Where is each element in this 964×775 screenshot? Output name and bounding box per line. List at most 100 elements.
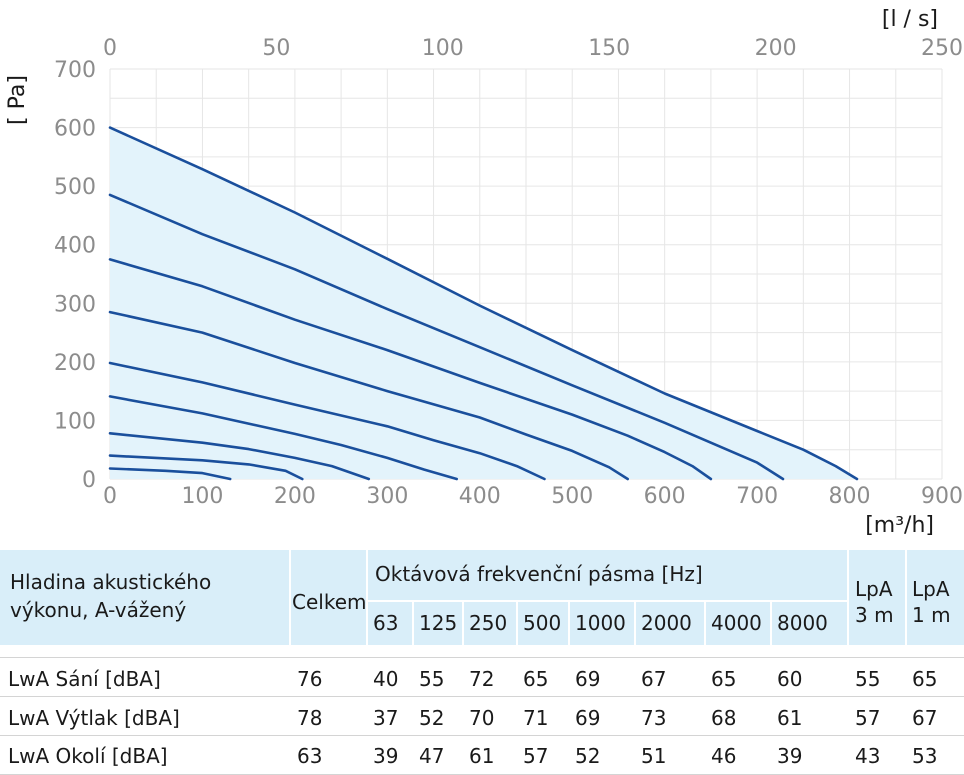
band-value: 72	[469, 667, 495, 691]
lpa-1m-header: LpA 1 m	[912, 577, 951, 627]
pressure-curve	[108, 395, 458, 481]
x-bottom-tick-label: 300	[366, 484, 408, 509]
pressure-curve	[108, 467, 232, 481]
band-value: 52	[419, 706, 445, 730]
band-value: 39	[777, 744, 803, 768]
y-tick-label: 400	[54, 234, 96, 259]
band-value: 61	[469, 744, 495, 768]
y-tick-label: 200	[54, 351, 96, 376]
band-value: 39	[373, 744, 399, 768]
pressure-curve	[108, 193, 785, 481]
band-value: 51	[641, 744, 667, 768]
band-value: 73	[641, 706, 667, 730]
lpa-3m-value: 43	[855, 744, 881, 768]
row-label: LwA Okolí [dBA]	[8, 744, 168, 768]
header-separator	[847, 550, 849, 645]
band-value: 52	[575, 744, 601, 768]
x-bottom-tick-label: 700	[736, 484, 778, 509]
band-value: 46	[711, 744, 737, 768]
frequency-header: 500	[523, 611, 562, 635]
frequency-header: 125	[419, 611, 458, 635]
band-value: 61	[777, 706, 803, 730]
header-separator	[770, 600, 772, 645]
header-separator	[412, 600, 414, 645]
y-tick-label: 700	[54, 58, 96, 83]
band-value: 55	[419, 667, 445, 691]
band-value: 69	[575, 706, 601, 730]
y-axis-label: [ Pa]	[5, 75, 30, 125]
header-separator	[568, 600, 570, 645]
band-value: 67	[641, 667, 667, 691]
x-top-tick-label: 200	[755, 36, 797, 61]
band-value: 37	[373, 706, 399, 730]
band-value: 71	[523, 706, 549, 730]
header-separator	[366, 600, 847, 602]
x-bottom-tick-label: 100	[181, 484, 223, 509]
frequency-header: 250	[469, 611, 508, 635]
row-divider	[0, 735, 964, 736]
lpa-3m-header: LpA 3 m	[855, 577, 894, 627]
lpa-3m-value: 57	[855, 706, 881, 730]
header-separator	[704, 600, 706, 645]
pressure-curve	[108, 258, 713, 481]
table-header-background	[0, 550, 964, 645]
y-tick-label: 100	[54, 409, 96, 434]
x-top-tick-label: 150	[588, 36, 630, 61]
x-top-tick-label: 250	[921, 36, 963, 61]
header-separator	[366, 550, 368, 645]
pressure-curve	[108, 126, 859, 481]
lpa-1m-value: 67	[912, 706, 938, 730]
x-bottom-tick-label: 800	[829, 484, 871, 509]
total-value: 76	[297, 667, 323, 691]
band-value: 60	[777, 667, 803, 691]
x-bottom-tick-label: 0	[103, 484, 117, 509]
x-bottom-tick-label: 600	[644, 484, 686, 509]
y-tick-label: 300	[54, 292, 96, 317]
total-value: 63	[297, 744, 323, 768]
header-separator	[462, 600, 464, 645]
header-separator	[634, 600, 636, 645]
x-top-tick-label: 50	[262, 36, 290, 61]
lpa-1m-value: 53	[912, 744, 938, 768]
lpa-1m-value: 65	[912, 667, 938, 691]
frequency-header: 1000	[575, 611, 626, 635]
total-header: Celkem	[292, 590, 367, 614]
x-bottom-axis-label: [m³/h]	[865, 513, 934, 538]
y-tick-label: 0	[82, 468, 96, 493]
x-top-axis-label: [l / s]	[882, 7, 938, 32]
header-separator	[516, 600, 518, 645]
frequency-header: 8000	[777, 611, 828, 635]
acoustic-power-table: Hladina akustického výkonu, A-vážený Celk…	[0, 550, 964, 775]
frequency-header: 63	[373, 611, 399, 635]
pressure-curve	[108, 432, 371, 481]
band-value: 65	[523, 667, 549, 691]
band-value: 69	[575, 667, 601, 691]
operating-area-fill	[110, 127, 857, 479]
row-divider	[0, 696, 964, 697]
x-top-tick-label: 100	[422, 36, 464, 61]
x-bottom-tick-label: 400	[459, 484, 501, 509]
x-bottom-tick-label: 900	[921, 484, 963, 509]
band-value: 70	[469, 706, 495, 730]
x-top-tick-label: 0	[103, 36, 117, 61]
frequency-header: 2000	[641, 611, 692, 635]
band-value: 47	[419, 744, 445, 768]
frequency-header: 4000	[711, 611, 762, 635]
row-label: LwA Výtlak [dBA]	[8, 706, 180, 730]
band-value: 65	[711, 667, 737, 691]
x-bottom-tick-label: 500	[551, 484, 593, 509]
pressure-curves	[108, 126, 859, 481]
y-tick-label: 600	[54, 117, 96, 142]
row-label-header: Hladina akustického výkonu, A-vážený	[10, 570, 212, 622]
pressure-curve	[108, 310, 629, 481]
pressure-curve	[108, 454, 304, 481]
x-bottom-tick-label: 200	[274, 484, 316, 509]
row-label: LwA Sání [dBA]	[8, 667, 161, 691]
band-value: 57	[523, 744, 549, 768]
y-tick-label: 500	[54, 175, 96, 200]
band-value: 68	[711, 706, 737, 730]
octave-bands-header: Oktávová frekvenční pásma [Hz]	[375, 562, 703, 586]
pressure-curve	[108, 361, 546, 481]
